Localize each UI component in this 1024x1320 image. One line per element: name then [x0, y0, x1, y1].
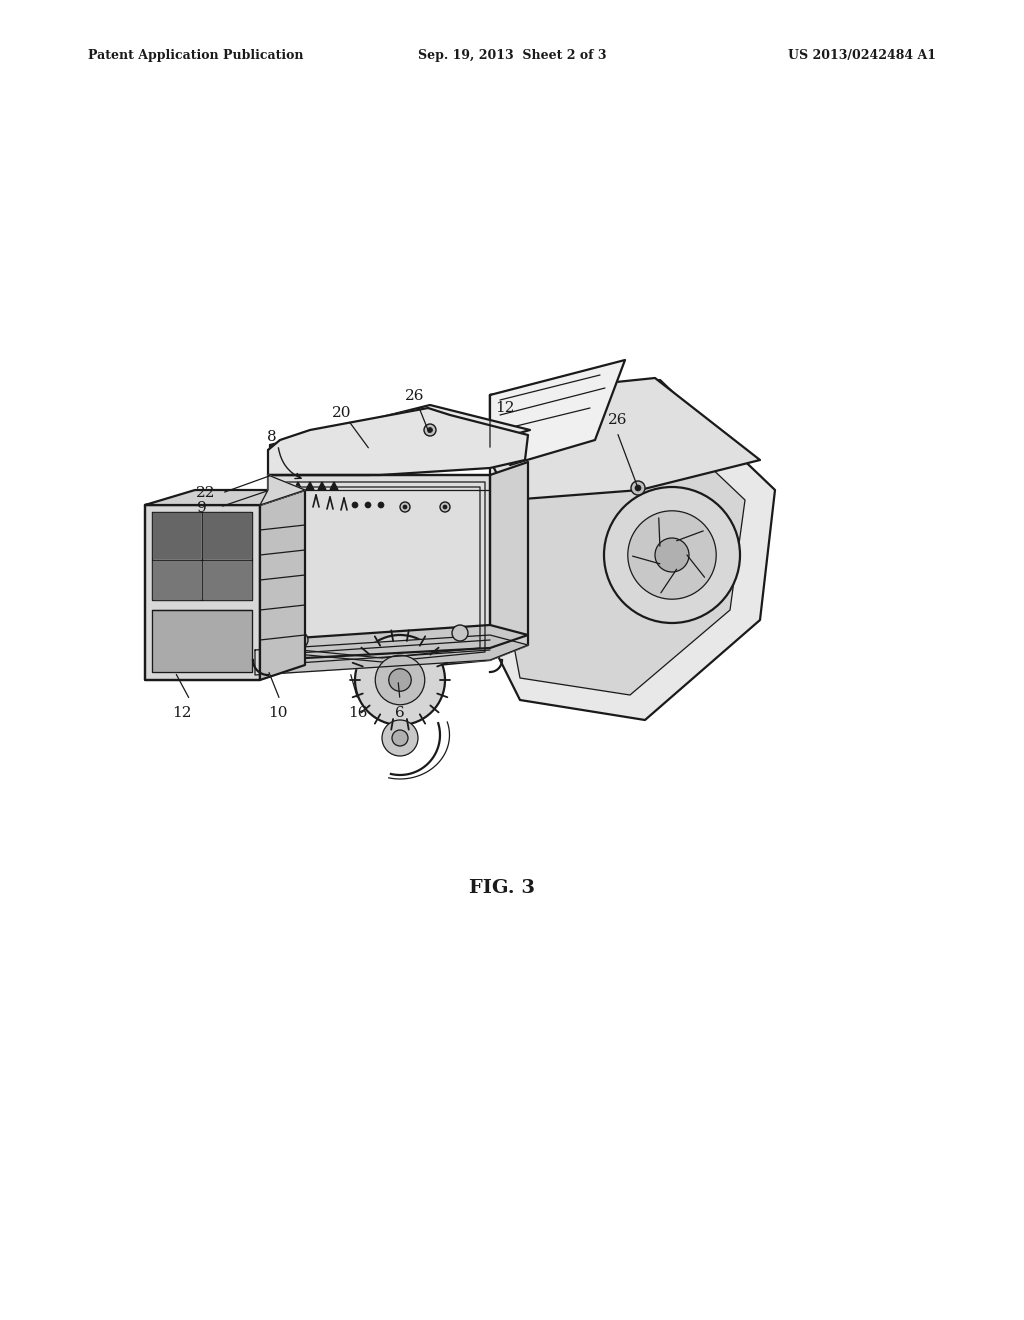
Polygon shape — [330, 482, 338, 490]
Polygon shape — [510, 405, 745, 696]
Circle shape — [604, 487, 740, 623]
Polygon shape — [270, 405, 530, 475]
Text: 9: 9 — [197, 502, 207, 515]
Polygon shape — [260, 475, 305, 506]
Circle shape — [400, 502, 410, 512]
Polygon shape — [153, 513, 200, 558]
Polygon shape — [203, 561, 251, 599]
Text: 12: 12 — [495, 401, 514, 414]
Circle shape — [655, 539, 689, 572]
Polygon shape — [490, 360, 625, 465]
Circle shape — [392, 730, 408, 746]
Circle shape — [424, 424, 436, 436]
Circle shape — [631, 480, 645, 495]
Circle shape — [382, 719, 418, 756]
Circle shape — [403, 506, 407, 510]
Polygon shape — [268, 624, 528, 660]
Text: 10: 10 — [268, 706, 288, 719]
Polygon shape — [152, 610, 252, 672]
Polygon shape — [255, 635, 528, 675]
Circle shape — [440, 502, 450, 512]
Circle shape — [635, 484, 641, 491]
Text: Sep. 19, 2013  Sheet 2 of 3: Sep. 19, 2013 Sheet 2 of 3 — [418, 49, 606, 62]
Text: 20: 20 — [332, 407, 352, 420]
Circle shape — [292, 632, 308, 648]
Polygon shape — [153, 561, 200, 599]
Circle shape — [427, 428, 432, 433]
Circle shape — [389, 669, 412, 692]
Circle shape — [443, 506, 447, 510]
Text: Patent Application Publication: Patent Application Publication — [88, 49, 303, 62]
Polygon shape — [268, 475, 490, 671]
Circle shape — [452, 624, 468, 642]
Circle shape — [365, 502, 371, 508]
Polygon shape — [490, 462, 528, 660]
Text: 6: 6 — [395, 706, 404, 719]
Text: 16: 16 — [348, 706, 368, 719]
Text: 22: 22 — [196, 486, 215, 500]
Polygon shape — [294, 482, 302, 490]
Circle shape — [375, 655, 425, 705]
Circle shape — [378, 502, 384, 508]
Circle shape — [628, 511, 716, 599]
Text: 8: 8 — [267, 430, 276, 444]
Text: FIG. 3: FIG. 3 — [469, 879, 535, 898]
Polygon shape — [318, 482, 326, 490]
Polygon shape — [268, 408, 528, 475]
Polygon shape — [145, 506, 260, 680]
Polygon shape — [260, 490, 305, 680]
Text: US 2013/0242484 A1: US 2013/0242484 A1 — [788, 49, 936, 62]
Polygon shape — [490, 378, 760, 500]
Polygon shape — [306, 482, 314, 490]
Circle shape — [355, 635, 445, 725]
Polygon shape — [152, 512, 252, 601]
Polygon shape — [203, 513, 251, 558]
Text: 12: 12 — [172, 706, 191, 719]
Circle shape — [352, 502, 358, 508]
Text: 26: 26 — [608, 413, 628, 426]
Polygon shape — [145, 490, 305, 506]
Polygon shape — [490, 380, 775, 719]
Text: 26: 26 — [406, 389, 425, 403]
